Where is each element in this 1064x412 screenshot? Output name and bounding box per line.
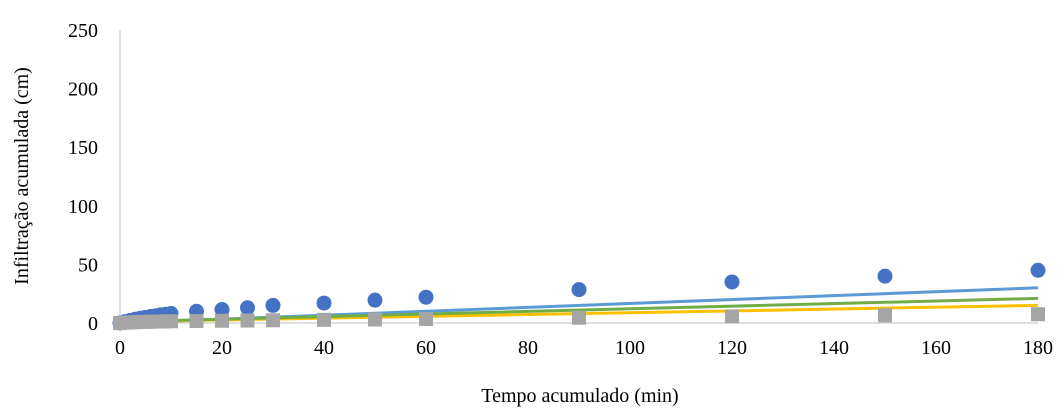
y-tick-label: 200 xyxy=(68,79,98,101)
data-point-circle xyxy=(316,295,332,311)
data-point-circle xyxy=(265,297,281,313)
data-point-square xyxy=(215,313,229,328)
x-tick-label: 160 xyxy=(921,337,951,359)
y-tick-label: 100 xyxy=(68,196,98,218)
data-point-circle xyxy=(724,274,740,290)
data-point-square xyxy=(419,312,433,327)
x-tick-label: 20 xyxy=(212,337,232,359)
x-axis-ticks: 0 20 40 60 80 100 120 140 160 180 xyxy=(115,337,1053,359)
data-point-circle xyxy=(240,300,255,316)
x-tick-label: 180 xyxy=(1023,337,1053,359)
y-tick-label: 0 xyxy=(88,313,98,335)
data-point-square xyxy=(164,314,178,329)
y-axis-ticks: 0 50 100 150 200 250 xyxy=(68,20,98,335)
y-tick-label: 250 xyxy=(68,20,98,42)
data-point-circle xyxy=(877,268,893,284)
y-axis-title: Infiltração acumulada (cm) xyxy=(11,67,33,285)
x-tick-label: 80 xyxy=(518,337,538,359)
data-point-circle xyxy=(571,282,587,298)
data-point-square xyxy=(1031,307,1045,322)
data-point-circle xyxy=(367,292,383,308)
x-tick-label: 100 xyxy=(615,337,645,359)
plot-area xyxy=(112,30,1046,331)
x-tick-label: 0 xyxy=(115,337,125,359)
x-tick-label: 120 xyxy=(717,337,747,359)
x-tick-label: 60 xyxy=(416,337,436,359)
y-tick-label: 50 xyxy=(78,254,98,276)
x-tick-label: 40 xyxy=(314,337,334,359)
y-tick-label: 150 xyxy=(68,137,98,159)
x-tick-label: 140 xyxy=(819,337,849,359)
data-point-circle xyxy=(214,302,230,318)
data-point-square xyxy=(725,309,739,324)
x-axis-title: Tempo acumulado (min) xyxy=(481,385,678,407)
data-point-square xyxy=(878,308,892,323)
data-point-square xyxy=(572,310,586,325)
data-point-square xyxy=(266,313,280,328)
data-point-square xyxy=(368,312,382,327)
data-point-square xyxy=(240,313,255,328)
data-point-square xyxy=(189,314,204,329)
data-point-circle xyxy=(1030,262,1046,278)
data-point-circle xyxy=(418,289,434,305)
data-point-square xyxy=(317,312,331,327)
